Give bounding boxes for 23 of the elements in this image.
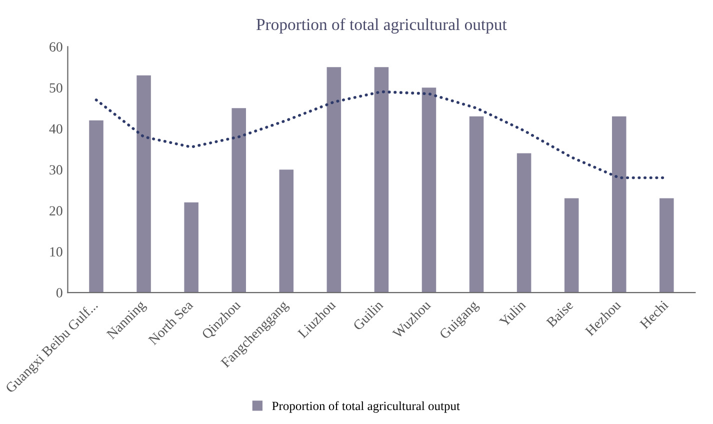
- y-tick-label: 60: [50, 42, 62, 52]
- bar: [374, 67, 389, 293]
- bar: [136, 75, 151, 293]
- bar: [232, 108, 246, 293]
- y-tick-label: 10: [50, 247, 62, 257]
- x-tick-label: Yulin: [498, 299, 526, 328]
- chart-title: Proportion of total agricultural output: [256, 18, 507, 34]
- legend-label: Proportion of total agricultural output: [272, 401, 460, 413]
- y-tick-label: 30: [50, 165, 62, 175]
- bar: [326, 67, 342, 293]
- bar: [660, 198, 674, 293]
- bar: [564, 198, 579, 293]
- bar: [184, 202, 198, 293]
- bar: [516, 153, 532, 293]
- bar: [422, 88, 436, 293]
- y-tick-label: 40: [49, 124, 62, 134]
- bar: [89, 120, 104, 293]
- bar: [279, 170, 294, 293]
- bar: [469, 116, 484, 293]
- y-tick-label: 0: [56, 288, 62, 298]
- y-tick-label: 50: [50, 83, 62, 93]
- bar: [612, 116, 626, 293]
- y-tick-label: 20: [50, 206, 62, 216]
